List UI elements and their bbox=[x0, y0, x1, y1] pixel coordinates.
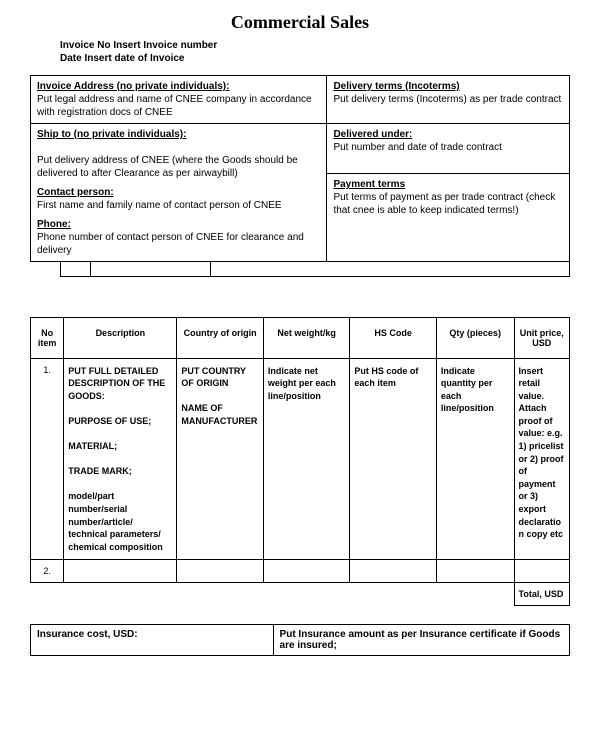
invoice-address-label: Invoice Address (no private individuals)… bbox=[37, 81, 229, 92]
ship-to-text: Put delivery address of CNEE (where the … bbox=[37, 155, 298, 179]
meta-block: Invoice No Insert Invoice number Date In… bbox=[60, 39, 570, 65]
th-netwt: Net weight/kg bbox=[263, 317, 350, 358]
stub-row bbox=[30, 262, 570, 277]
phone-text: Phone number of contact person of CNEE f… bbox=[37, 232, 304, 256]
insurance-right: Put Insurance amount as per Insurance ce… bbox=[273, 625, 569, 656]
info-table: Invoice Address (no private individuals)… bbox=[30, 75, 570, 262]
page-title: Commercial Sales bbox=[30, 12, 570, 33]
cell-num-2: 2. bbox=[31, 560, 64, 583]
invoice-address-text: Put legal address and name of CNEE compa… bbox=[37, 94, 312, 118]
date-line: Date Insert date of Invoice bbox=[60, 52, 570, 65]
cell-desc-2 bbox=[64, 560, 177, 583]
th-hs: HS Code bbox=[350, 317, 437, 358]
phone-label: Phone: bbox=[37, 219, 71, 230]
invoice-no-line: Invoice No Insert Invoice number bbox=[60, 39, 570, 52]
cell-origin-2 bbox=[177, 560, 264, 583]
th-no: No item bbox=[31, 317, 64, 358]
items-header-row: No item Description Country of origin Ne… bbox=[31, 317, 570, 358]
contact-label: Contact person: bbox=[37, 187, 114, 198]
payment-terms-text: Put terms of payment as per trade contra… bbox=[333, 192, 555, 216]
total-label: Total, USD bbox=[514, 583, 570, 606]
th-qty: Qty (pieces) bbox=[436, 317, 514, 358]
cell-hs-1: Put HS code of each item bbox=[350, 358, 437, 560]
delivery-terms-cell: Delivery terms (Incoterms) Put delivery … bbox=[327, 76, 570, 124]
cell-price-1: Insert retail value. Attach proof of val… bbox=[514, 358, 570, 560]
cell-netwt-1: Indicate net weight per each line/positi… bbox=[263, 358, 350, 560]
ship-to-cell: Ship to (no private individuals): Put de… bbox=[31, 124, 327, 262]
delivered-under-text: Put number and date of trade contract bbox=[333, 142, 501, 153]
cell-netwt-2 bbox=[263, 560, 350, 583]
delivery-terms-text: Put delivery terms (Incoterms) as per tr… bbox=[333, 94, 561, 105]
cell-origin-1: PUT COUNTRY OF ORIGIN NAME OF MANUFACTUR… bbox=[177, 358, 264, 560]
payment-terms-label: Payment terms bbox=[333, 179, 405, 190]
cell-num-1: 1. bbox=[31, 358, 64, 560]
payment-terms-cell: Payment terms Put terms of payment as pe… bbox=[327, 174, 570, 262]
cell-desc-1: PUT FULL DETAILED DESCRIPTION OF THE GOO… bbox=[64, 358, 177, 560]
cell-qty-1: Indicate quantity per each line/position bbox=[436, 358, 514, 560]
table-row: 1. PUT FULL DETAILED DESCRIPTION OF THE … bbox=[31, 358, 570, 560]
contact-text: First name and family name of contact pe… bbox=[37, 200, 282, 211]
table-row: 2. bbox=[31, 560, 570, 583]
items-table: No item Description Country of origin Ne… bbox=[30, 317, 570, 607]
invoice-address-cell: Invoice Address (no private individuals)… bbox=[31, 76, 327, 124]
th-price: Unit price, USD bbox=[514, 317, 570, 358]
cell-hs-2 bbox=[350, 560, 437, 583]
cell-qty-2 bbox=[436, 560, 514, 583]
ship-to-label: Ship to (no private individuals): bbox=[37, 129, 186, 140]
delivery-terms-label: Delivery terms (Incoterms) bbox=[333, 81, 459, 92]
insurance-left: Insurance cost, USD: bbox=[31, 625, 274, 656]
insurance-table: Insurance cost, USD: Put Insurance amoun… bbox=[30, 624, 570, 656]
cell-price-2 bbox=[514, 560, 570, 583]
th-origin: Country of origin bbox=[177, 317, 264, 358]
delivered-under-label: Delivered under: bbox=[333, 129, 412, 140]
delivered-under-cell: Delivered under: Put number and date of … bbox=[327, 124, 570, 174]
th-desc: Description bbox=[64, 317, 177, 358]
total-row: Total, USD bbox=[31, 583, 570, 606]
